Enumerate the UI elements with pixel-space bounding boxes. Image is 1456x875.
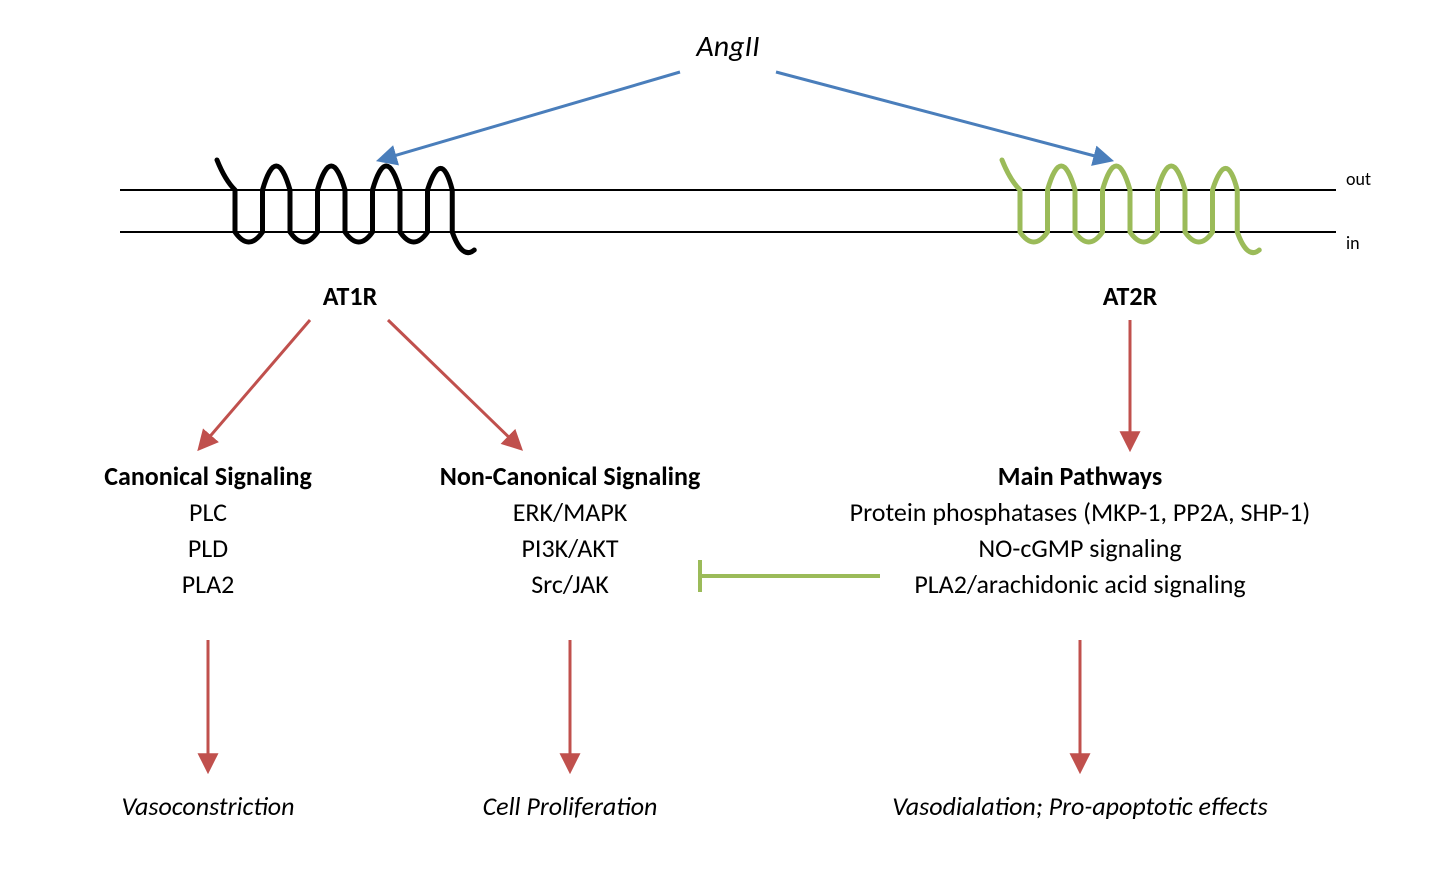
main-pathways-item-2: PLA2/arachidonic acid signaling — [914, 568, 1245, 600]
canonical-item-2: PLA2 — [182, 568, 235, 600]
noncanonical-item-1: PI3K/AKT — [521, 532, 618, 564]
main-pathways-item-1: NO-cGMP signaling — [978, 532, 1181, 564]
membrane-in-label: in — [1346, 232, 1360, 254]
at1r-label: AT1R — [323, 280, 377, 312]
outcome-cell-proliferation: Cell Proliferation — [483, 790, 658, 822]
membrane-out-label: out — [1346, 168, 1371, 190]
outcome-vasoconstriction: Vasoconstriction — [121, 790, 294, 822]
canonical-item-1: PLD — [188, 532, 228, 564]
main-pathways-heading: Main Pathways — [998, 460, 1162, 492]
at2r-label: AT2R — [1103, 280, 1157, 312]
outcome-vasodilation: Vasodialation; Pro-apoptotic effects — [892, 790, 1268, 822]
diagram-svg — [0, 0, 1456, 875]
noncanonical-item-0: ERK/MAPK — [513, 496, 628, 528]
ligand-label: AngII — [696, 28, 759, 65]
canonical-heading: Canonical Signaling — [104, 460, 312, 492]
noncanonical-heading: Non-Canonical Signaling — [440, 460, 701, 492]
main-pathways-item-0: Protein phosphatases (MKP-1, PP2A, SHP-1… — [850, 496, 1311, 528]
canonical-item-0: PLC — [189, 496, 227, 528]
noncanonical-item-2: Src/JAK — [531, 568, 609, 600]
